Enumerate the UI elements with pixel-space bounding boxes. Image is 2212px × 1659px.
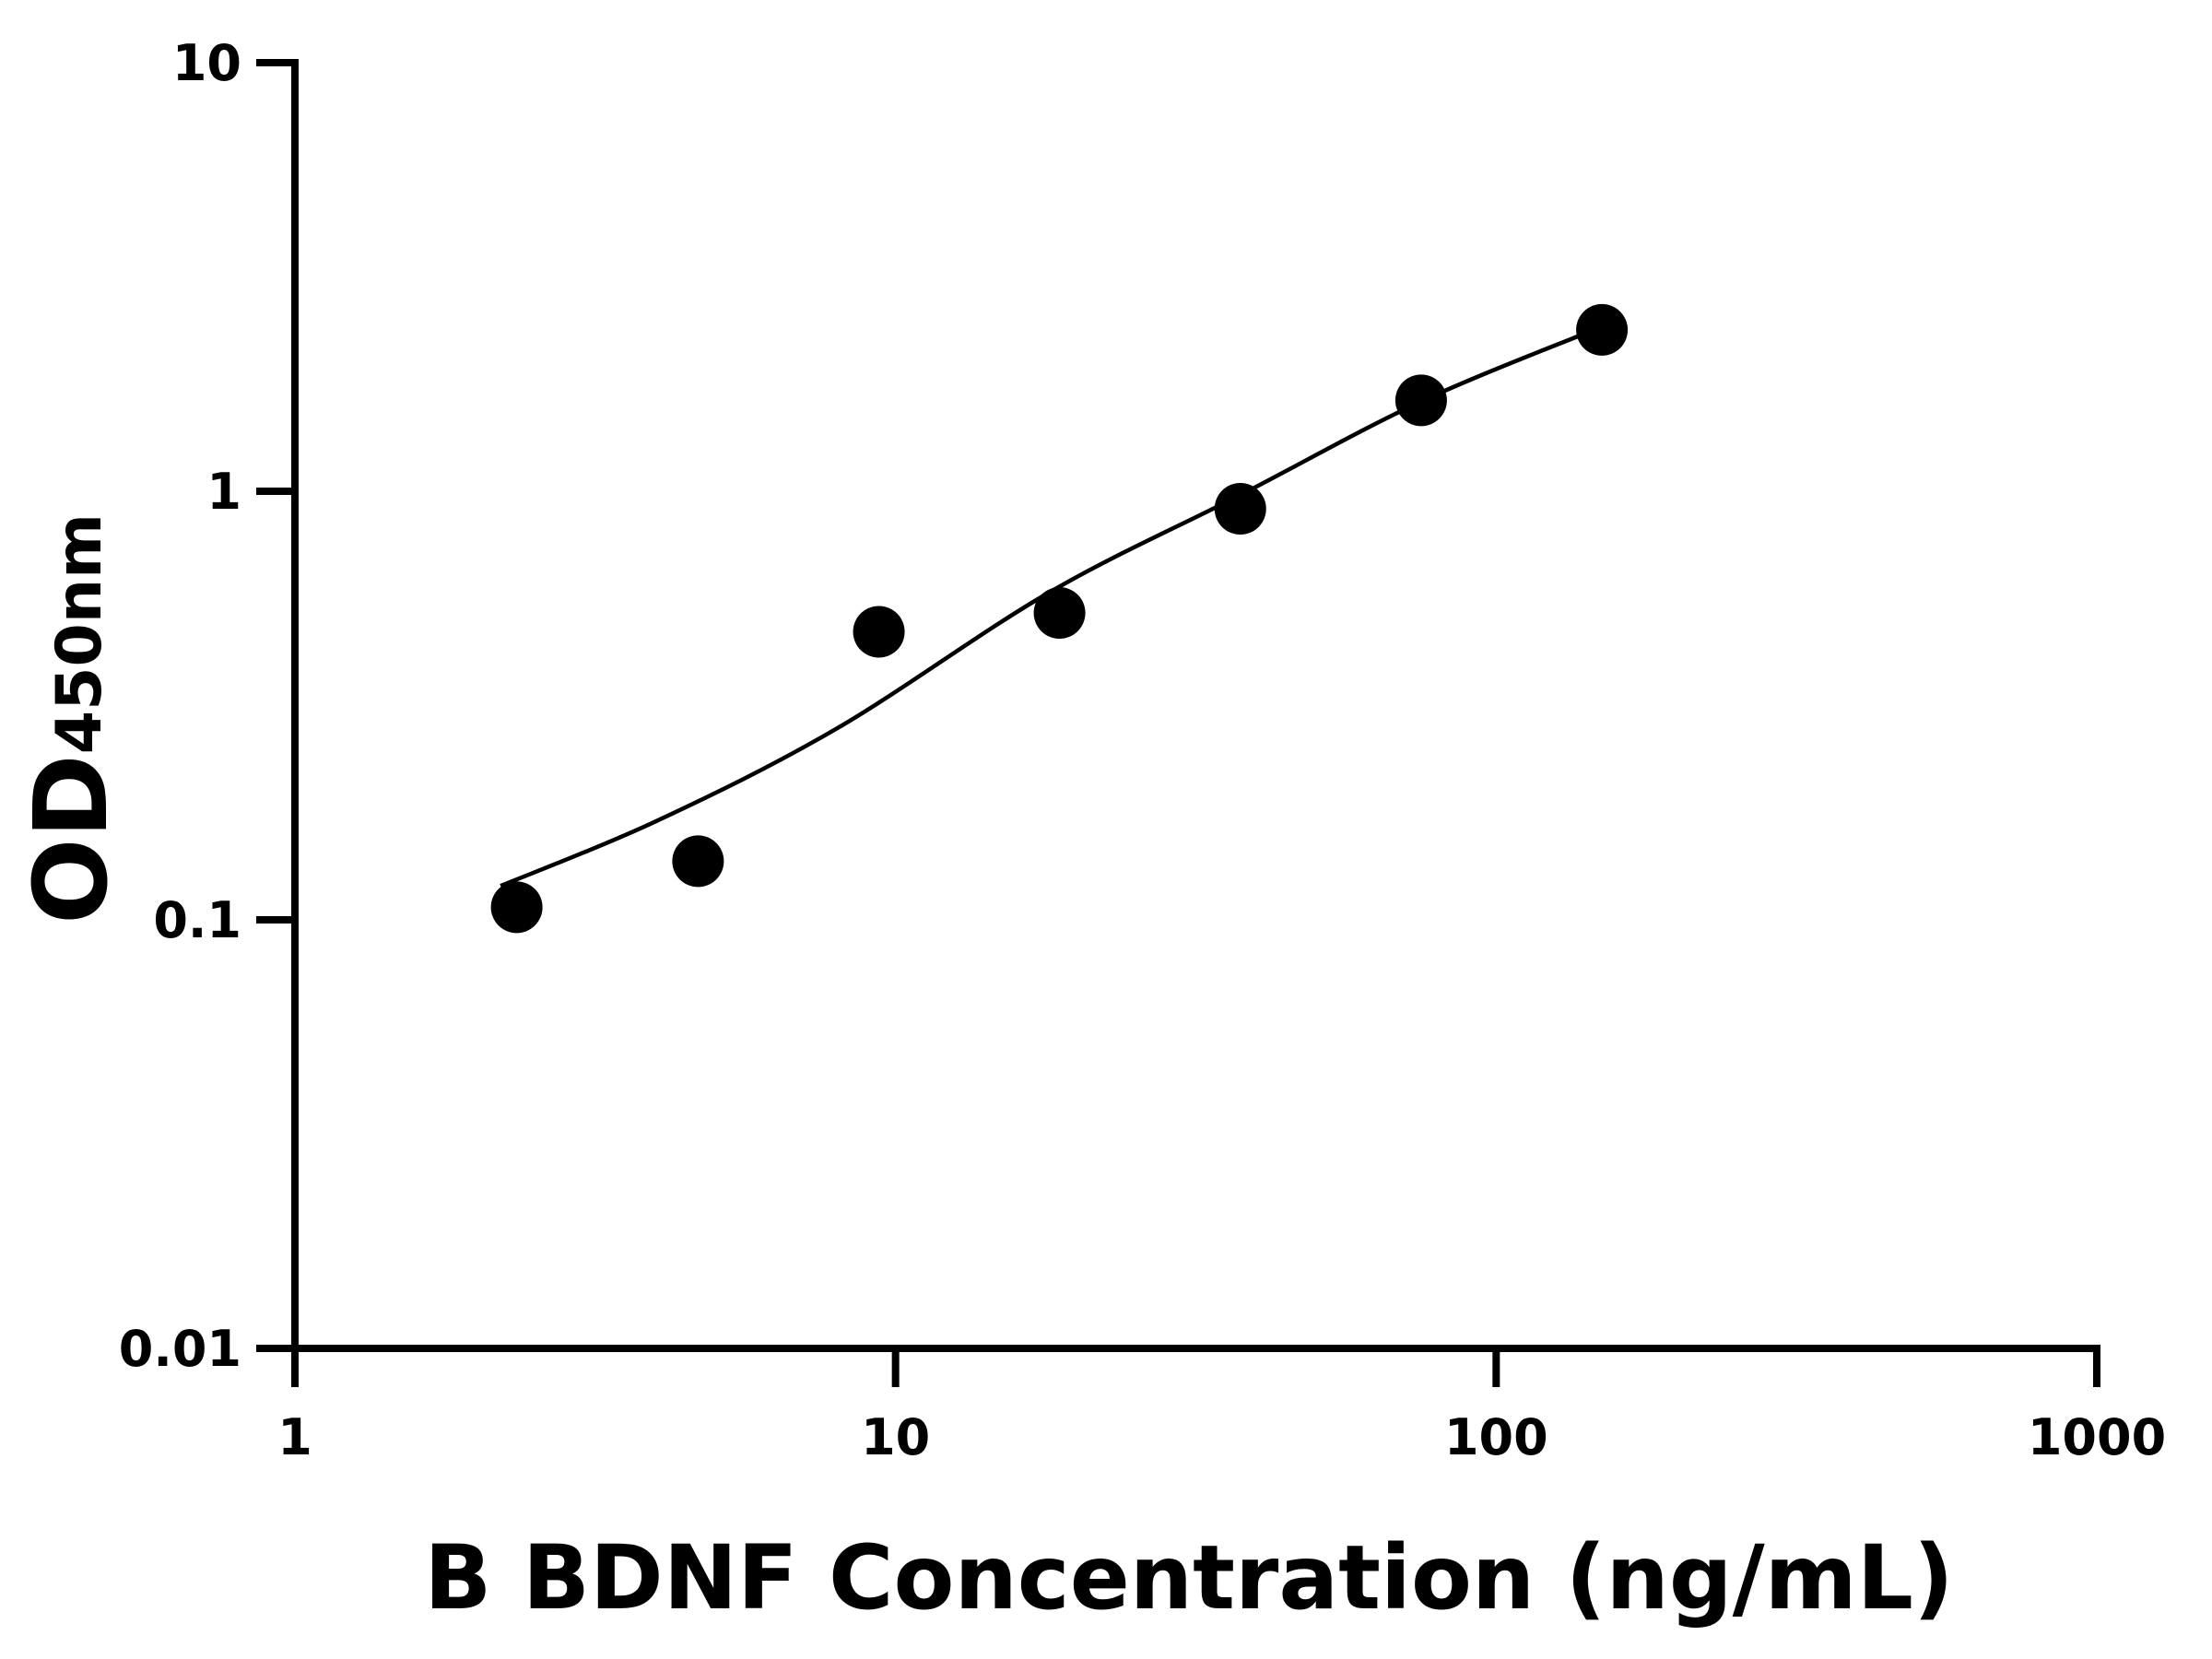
y-axis-title-main: OD	[12, 754, 130, 924]
y-tick-label: 0.1	[153, 891, 241, 949]
x-tick-label: 1	[277, 1408, 312, 1466]
x-tick-label: 100	[1444, 1408, 1548, 1466]
data-point	[853, 606, 905, 658]
y-tick-label: 10	[172, 34, 241, 92]
data-point	[1214, 483, 1266, 535]
data-point	[1033, 587, 1086, 640]
x-tick-label: 1000	[2028, 1408, 2166, 1466]
x-axis-title: B BDNF Concentration (ng/mL)	[424, 1526, 1954, 1630]
data-point	[1394, 374, 1447, 427]
tick-labels: 0.01 0.1 1 10 1 10 100 1000	[119, 34, 2166, 1466]
svg-text:OD450nm: OD450nm	[12, 513, 130, 924]
x-tick-label: 10	[861, 1408, 930, 1466]
data-point	[1576, 303, 1629, 356]
data-point	[672, 835, 724, 888]
y-axis-title: OD450nm	[12, 513, 130, 924]
data-point	[490, 881, 543, 934]
y-tick-label: 1	[206, 463, 241, 521]
y-tick-label: 0.01	[119, 1320, 241, 1378]
y-axis-title-subscript: 450nm	[43, 513, 116, 754]
plot-area	[490, 303, 1629, 934]
axes	[256, 59, 2100, 1387]
